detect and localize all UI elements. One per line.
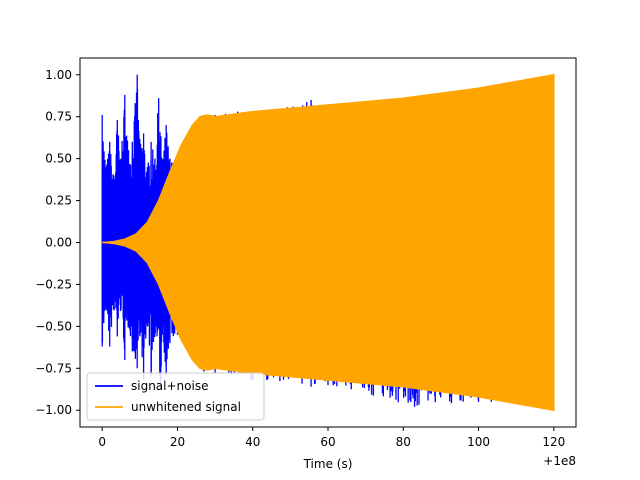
y-tick-label: 0.25 xyxy=(45,194,72,208)
x-tick-label: 100 xyxy=(467,435,490,449)
y-axis: −1.00 −0.75 −0.50 −0.25 0.00 0.25 0.50 0.75 1.00 xyxy=(35,68,80,417)
legend: signal+noise unwhitened signal xyxy=(86,372,265,421)
y-tick-label: 0.75 xyxy=(45,110,72,124)
y-tick-label: −0.25 xyxy=(35,277,72,291)
x-tick-label: 40 xyxy=(245,435,260,449)
y-tick-label: 0.00 xyxy=(45,236,72,250)
x-axis-label: Time (s) xyxy=(303,457,353,471)
x-tick-label: 0 xyxy=(98,435,106,449)
y-tick-label: −0.50 xyxy=(35,319,72,333)
series-layer xyxy=(101,73,555,412)
y-tick-label: −1.00 xyxy=(35,403,72,417)
y-tick-label: 1.00 xyxy=(45,68,72,82)
x-tick-label: 120 xyxy=(542,435,565,449)
legend-box xyxy=(86,372,265,421)
x-offset-label: +1e8 xyxy=(543,454,576,468)
legend-label-signal-noise: signal+noise xyxy=(131,379,208,393)
x-tick-label: 20 xyxy=(170,435,185,449)
x-tick-label: 60 xyxy=(320,435,335,449)
x-tick-label: 80 xyxy=(396,435,411,449)
x-axis: 0 20 40 60 80 100 120 xyxy=(98,427,565,449)
legend-label-unwhitened-signal: unwhitened signal xyxy=(131,400,241,414)
y-tick-label: −0.75 xyxy=(35,361,72,375)
y-tick-label: 0.50 xyxy=(45,152,72,166)
